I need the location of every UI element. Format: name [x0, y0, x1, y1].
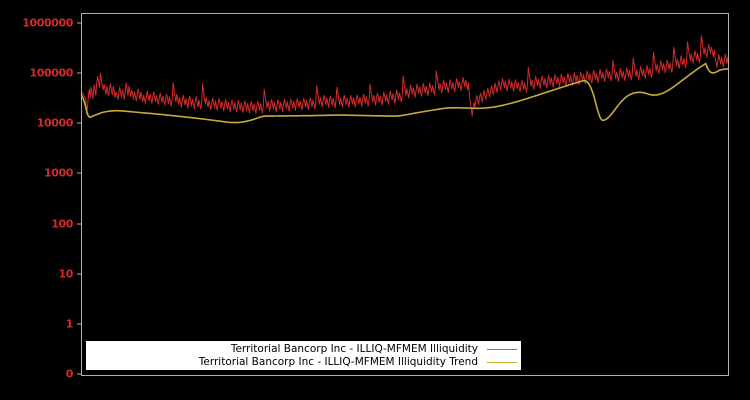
- series-line-illiquidity-trend: [82, 62, 728, 124]
- y-tick-mark: [77, 22, 81, 24]
- y-tick-label-1000000: 1000000: [22, 16, 73, 30]
- legend-entry-illiquidity: Territorial Bancorp Inc - ILLIQ-MFMEM Il…: [86, 343, 521, 356]
- chart-legend: Territorial Bancorp Inc - ILLIQ-MFMEM Il…: [86, 341, 521, 370]
- y-tick-mark: [77, 172, 81, 174]
- y-tick-mark: [77, 223, 81, 225]
- y-tick-mark: [77, 273, 81, 275]
- legend-entry-illiquidity-trend: Territorial Bancorp Inc - ILLIQ-MFMEM Il…: [86, 356, 521, 369]
- legend-swatch-illiquidity: [487, 348, 517, 350]
- legend-label-illiquidity: Territorial Bancorp Inc - ILLIQ-MFMEM Il…: [230, 342, 478, 355]
- y-tick-label-10: 10: [58, 267, 73, 281]
- y-tick-label-100: 100: [51, 217, 73, 231]
- y-tick-mark: [77, 373, 81, 375]
- plot-series-svg: [82, 35, 728, 124]
- y-tick-mark: [77, 72, 81, 74]
- y-tick-label-1000: 1000: [43, 166, 73, 180]
- y-tick-label-1: 1: [65, 317, 74, 331]
- series-line-illiquidity: [82, 35, 728, 117]
- y-tick-label-100000: 100000: [29, 66, 73, 80]
- y-tick-label-10000: 10000: [36, 116, 74, 130]
- y-tick-mark: [77, 323, 81, 325]
- plot-area: Territorial Bancorp Inc - ILLIQ-MFMEM Il…: [81, 13, 729, 376]
- legend-label-illiquidity-trend: Territorial Bancorp Inc - ILLIQ-MFMEM Il…: [198, 355, 478, 368]
- y-tick-mark: [77, 122, 81, 124]
- y-tick-label-0: 0: [65, 367, 74, 381]
- y-axis: 1000000 100000 10000 1000 100 10 1 0: [0, 0, 81, 400]
- legend-swatch-illiquidity-trend: [487, 361, 517, 363]
